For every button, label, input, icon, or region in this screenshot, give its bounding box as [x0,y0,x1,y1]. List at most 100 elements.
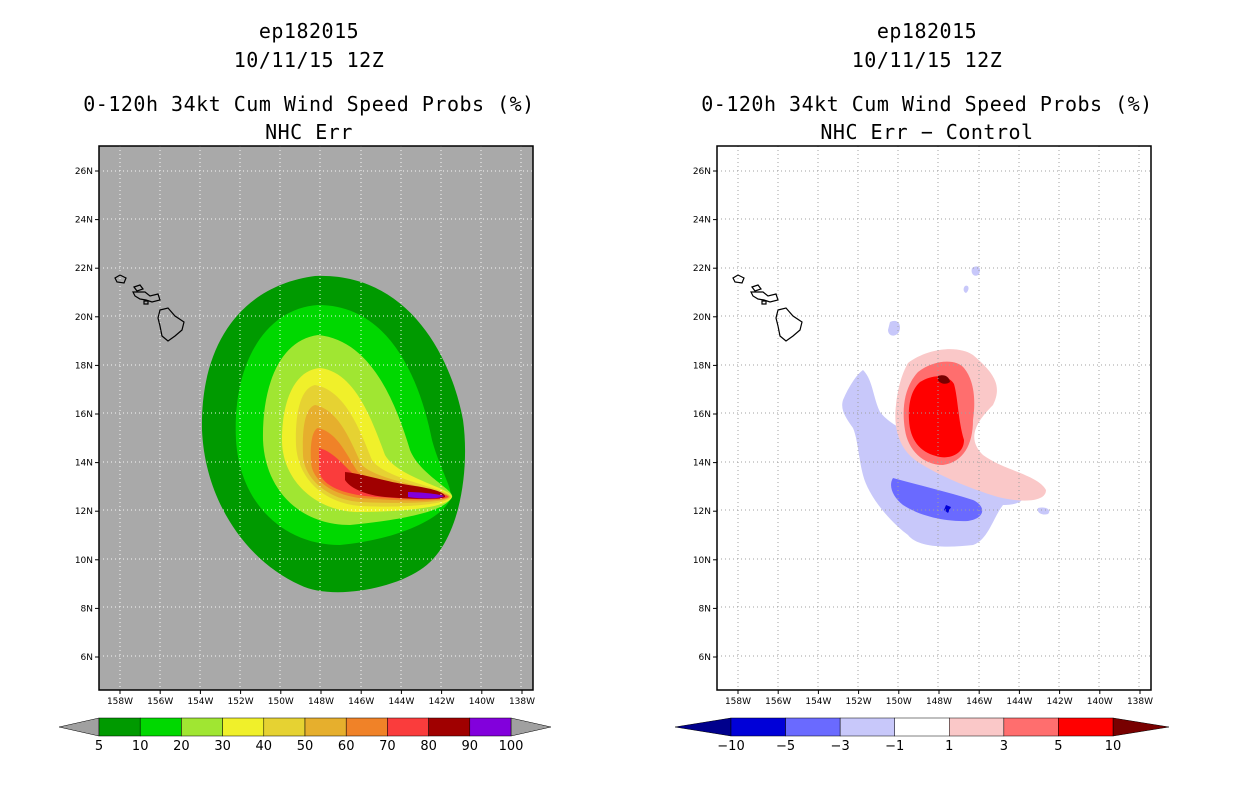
left-lon-ticks: 158W 156W 154W 152W 150W 148W 146W 144W 142W 140W… [107,690,535,707]
colorbar-swatch [181,717,223,737]
colorbar-swatch [428,717,471,737]
lon-tick-label: 156W [765,697,791,707]
colorbar-swatch [304,717,347,737]
contour-90 [408,492,444,499]
lat-tick-label: 14N [693,459,711,469]
colorbar-label: 40 [256,739,273,754]
colorbar-low-extension [674,717,732,737]
colorbar-label: 10 [1105,739,1122,754]
colorbar-swatch [98,717,141,737]
lat-tick-label: 18N [75,361,93,371]
lat-tick-label: 6N [699,653,711,663]
left-map: 26N 24N 22N 20N 18N 16N 14N 12N 10N 8N 6N 158W 156W… [58,145,552,754]
colorbar-swatch [469,717,512,737]
diff-neg1-blob-d [1037,507,1050,515]
colorbar-swatch [1003,717,1059,737]
colorbar-label: 1 [945,739,953,754]
right-map-frame [716,145,1152,691]
colorbar-swatch [839,717,895,737]
colorbar-label: −10 [717,739,744,754]
lon-tick-label: 140W [469,697,495,707]
lon-tick-label: 138W [1127,697,1153,707]
lat-tick-label: 24N [693,216,711,226]
lat-tick-label: 26N [693,167,711,177]
colorbar-swatch [949,717,1005,737]
lat-tick-label: 22N [75,264,93,274]
colorbar-label: 30 [214,739,231,754]
left-datetime: 10/11/15 12Z [233,48,385,72]
lon-tick-label: 156W [147,697,173,707]
right-storm-id: ep182015 [876,19,978,43]
contour-80 [345,472,446,499]
colorbar-label: −3 [831,739,850,754]
left-lat-ticks: 26N 24N 22N 20N 18N 16N 14N 12N 10N 8N 6N [75,167,99,663]
right-panel: ep182015 10/11/15 12Z 0-120h 34kt Cum Wi… [618,0,1236,800]
lat-tick-label: 10N [693,556,711,566]
lon-tick-label: 142W [1047,697,1073,707]
right-colorbar: −10 −5 −3 −1 1 3 5 10 [674,717,1170,754]
lon-tick-label: 148W [926,697,952,707]
lon-tick-label: 144W [388,697,414,707]
lon-tick-label: 140W [1087,697,1113,707]
right-lat-ticks: 26N 24N 22N 20N 18N 16N 14N 12N 10N 8N 6N [693,167,717,663]
lon-tick-label: 138W [509,697,535,707]
right-hawaii-coastline [732,274,803,342]
lon-tick-label: 154W [187,697,213,707]
diff-neg5-dot [944,505,951,513]
left-hawaii-coastline [114,274,185,342]
lon-tick-label: 150W [886,697,912,707]
colorbar-swatch [1058,717,1114,737]
left-colorbar: 5 10 20 30 40 50 60 70 80 90 100 [58,717,552,754]
lat-tick-label: 26N [75,167,93,177]
lon-tick-label: 152W [228,697,254,707]
lat-tick-label: 16N [693,410,711,420]
diff-neg1-blob-a [888,320,900,336]
left-probability-contours [201,275,466,593]
lon-tick-label: 146W [348,697,374,707]
diff-pos5-lobe [908,376,964,458]
left-subtitle: NHC Err [265,120,353,144]
lon-tick-label: 144W [1006,697,1032,707]
colorbar-label: −1 [885,739,904,754]
lat-tick-label: 16N [75,410,93,420]
colorbar-label: 5 [1054,739,1062,754]
lat-tick-label: 20N [75,313,93,323]
left-panel: ep182015 10/11/15 12Z 0-120h 34kt Cum Wi… [58,19,552,754]
left-map-frame [98,145,534,691]
lon-tick-label: 148W [308,697,334,707]
lat-tick-label: 24N [75,216,93,226]
lat-tick-label: 20N [693,313,711,323]
right-difference-contours [842,266,1050,547]
colorbar-label: 60 [338,739,355,754]
colorbar-swatch [730,717,786,737]
colorbar-swatch [345,717,388,737]
colorbar-label: 90 [462,739,479,754]
lon-tick-label: 146W [966,697,992,707]
colorbar-label: 80 [420,739,437,754]
right-lon-ticks: 158W 156W 154W 152W 150W 148W 146W 144W 142W 140W… [725,690,1153,707]
lat-tick-label: 8N [81,604,93,614]
left-storm-id: ep182015 [258,19,360,43]
colorbar-swatch [263,717,306,737]
lat-tick-label: 12N [693,507,711,517]
lat-tick-label: 18N [693,361,711,371]
left-gridlines [99,146,533,690]
diff-neg1-blob-c [963,285,969,293]
colorbar-label: 10 [132,739,149,754]
lat-tick-label: 8N [699,604,711,614]
diff-neg1-blob-b [971,266,981,276]
left-product-title: 0-120h 34kt Cum Wind Speed Probs (%) [83,92,535,116]
colorbar-high-extension [1112,717,1170,737]
right-map: 26N 24N 22N 20N 18N 16N 14N 12N 10N 8N 6N 158W 156W… [674,145,1170,754]
colorbar-label: −5 [776,739,795,754]
right-subtitle: NHC Err − Control [820,120,1034,144]
colorbar-label: 100 [499,739,524,754]
lat-tick-label: 14N [75,459,93,469]
right-gridlines [717,146,1151,690]
colorbar-swatch [894,717,950,737]
colorbar-high-extension [510,717,552,737]
lon-tick-label: 142W [429,697,455,707]
lat-tick-label: 6N [81,653,93,663]
colorbar-label: 5 [95,739,103,754]
colorbar-label: 70 [379,739,396,754]
